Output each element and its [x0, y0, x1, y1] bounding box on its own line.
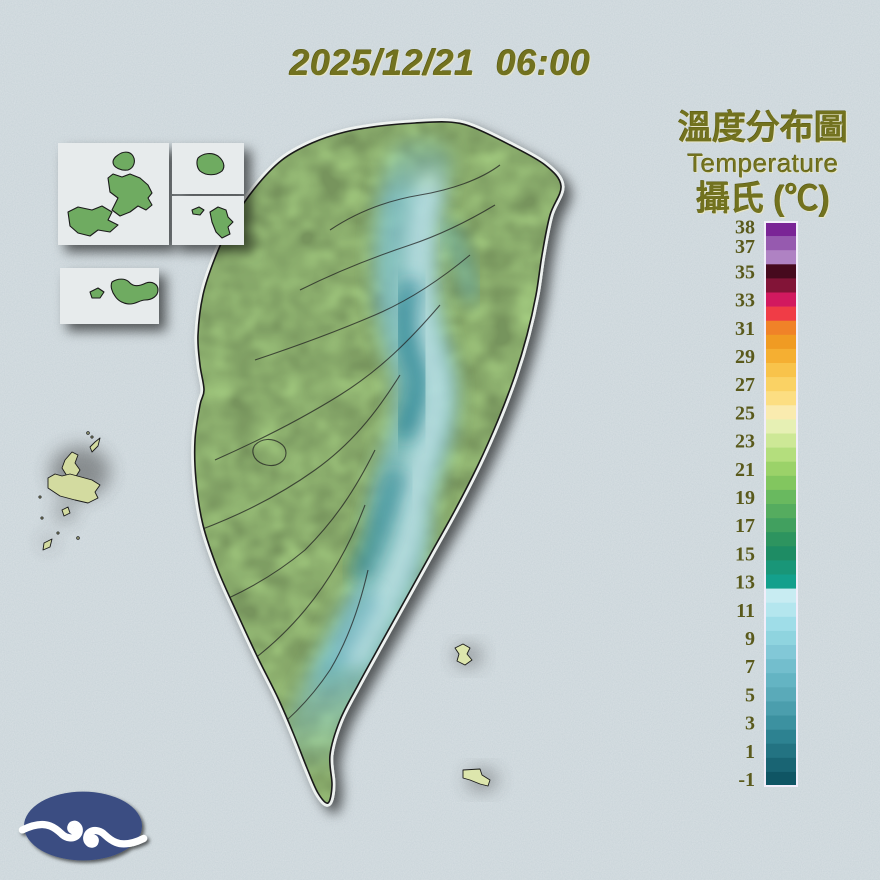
svg-text:5: 5: [745, 684, 755, 706]
svg-text:19: 19: [735, 487, 755, 509]
svg-text:9: 9: [745, 628, 755, 650]
svg-text:31: 31: [735, 318, 755, 340]
svg-text:25: 25: [735, 402, 755, 424]
svg-text:7: 7: [745, 656, 755, 678]
svg-text:-1: -1: [738, 769, 755, 791]
svg-text:23: 23: [735, 431, 755, 453]
svg-text:17: 17: [735, 515, 755, 537]
svg-text:3: 3: [745, 713, 755, 735]
svg-text:1: 1: [745, 741, 755, 763]
svg-text:15: 15: [735, 543, 755, 565]
svg-text:21: 21: [735, 459, 755, 481]
svg-text:11: 11: [736, 600, 755, 622]
svg-text:29: 29: [735, 346, 755, 368]
svg-text:33: 33: [735, 290, 755, 312]
svg-text:37: 37: [735, 236, 755, 258]
svg-text:27: 27: [735, 374, 755, 396]
svg-text:13: 13: [735, 572, 755, 594]
svg-text:35: 35: [735, 261, 755, 283]
